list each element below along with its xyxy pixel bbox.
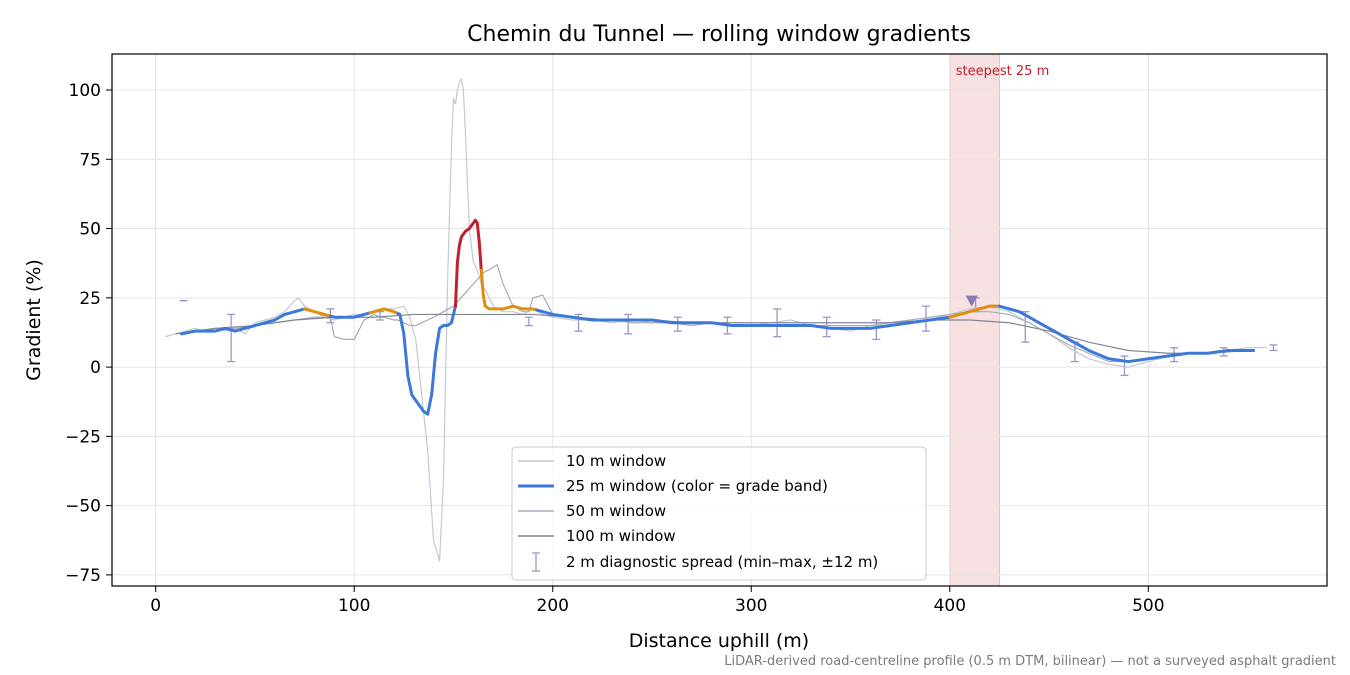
y-tick-label: 0 [90,358,101,378]
spread-errorbar [1021,311,1030,343]
y-tick-label: 100 [69,81,101,101]
25-m-window-line-segment-red [453,218,483,308]
diagnostic-spread-layer [179,297,1278,377]
x-tick-label: 300 [735,596,767,616]
spread-errorbar [624,313,633,335]
legend-label-100m: 100 m window [566,527,676,545]
steepest-marker [965,295,978,307]
series-layer [165,78,1268,562]
y-tick-label: −50 [65,497,101,517]
y-tick-label: 25 [79,289,101,309]
y-tick-label: −25 [65,427,101,447]
spread-errorbar [524,316,533,327]
spread-errorbar [1120,355,1129,377]
legend-label-50m: 50 m window [566,502,666,520]
y-tick-label: 50 [79,220,101,240]
x-tick-label: 200 [537,596,569,616]
spread-errorbar [921,305,930,332]
spread-errorbar [227,313,236,363]
y-axis-label: Gradient (%) [23,259,45,381]
legend-box [511,446,927,581]
y-tick-label: 75 [79,150,101,170]
25-m-window-line-segment-orange [368,307,400,316]
x-tick-label: 0 [150,596,161,616]
legend-swatch-spread [532,552,540,572]
chart-title: Chemin du Tunnel — rolling window gradie… [467,22,971,47]
legend: 10 m window 25 m window (color = grade b… [511,446,927,581]
25-m-window-line-segment-orange [948,304,1001,319]
y-tick-label: −75 [65,566,101,586]
legend-label-spread: 2 m diagnostic spread (min–max, ±12 m) [566,553,878,571]
25-m-window-line-segment-orange [303,307,332,318]
x-axis-label: Distance uphill (m) [629,630,809,652]
highlight-label: steepest 25 m [956,64,1049,79]
25-m-window-line-segment-blue [179,307,307,336]
25-m-window-line-segment-blue [328,311,372,319]
legend-label-25m: 25 m window (color = grade band) [566,477,828,495]
marker-layer [965,295,978,307]
footnote: LiDAR-derived road-centreline profile (0… [724,654,1336,669]
x-tick-label: 100 [338,596,370,616]
25-m-window-line-segment-blue [535,308,952,330]
legend-label-10m: 10 m window [566,452,666,470]
25-m-window-line-segment-blue [396,304,457,416]
y-axis-ticks: −75 −50 −25 0 25 50 75 100 [65,81,112,586]
plot-frame [111,53,1328,587]
spread-errorbar [1269,344,1278,352]
25-m-window-line-segment-blue [997,304,1256,364]
25-m-window-line-segment-orange [479,268,539,312]
x-tick-label: 500 [1132,596,1164,616]
x-tick-label: 400 [934,596,966,616]
50-m-window-line [175,263,1248,363]
x-axis-ticks: 0 100 200 300 400 500 [150,586,1165,616]
